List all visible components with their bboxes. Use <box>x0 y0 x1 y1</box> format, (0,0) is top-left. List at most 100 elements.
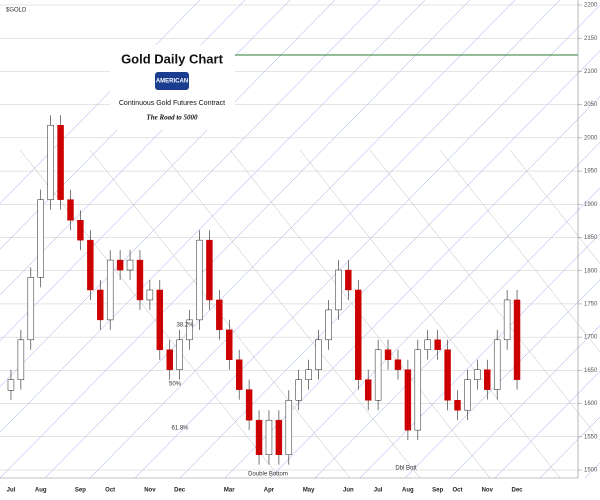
trend-line <box>299 149 561 479</box>
candle-body <box>176 339 183 370</box>
candle-body <box>503 299 511 341</box>
candle-body <box>364 379 372 401</box>
annotation: 50% <box>169 382 182 388</box>
x-tick-label: Dec <box>174 488 186 494</box>
candle-body <box>77 219 84 241</box>
trend-lines <box>0 0 600 479</box>
candle-body <box>374 349 382 401</box>
candle-body <box>315 339 322 370</box>
candle-body <box>335 269 342 311</box>
y-tick-label: 2100 <box>584 69 598 75</box>
subtitle: Continuous Gold Futures Contract <box>119 100 225 107</box>
candle-body <box>37 199 44 278</box>
logo-badge <box>155 72 189 90</box>
candle-body <box>404 369 412 431</box>
x-tick-label: May <box>303 488 315 494</box>
candle-body <box>265 419 273 455</box>
trend-line <box>369 149 600 441</box>
trend-line <box>179 50 600 479</box>
candle-body <box>97 289 104 321</box>
candle-body <box>484 369 491 390</box>
candle-body <box>47 124 54 200</box>
symbol: $GOLD <box>6 8 27 14</box>
candle-body <box>196 239 203 321</box>
tagline: The Road to 5000 <box>146 114 198 122</box>
candle-body <box>226 329 233 360</box>
candle-body <box>434 339 441 351</box>
trend-line <box>439 149 600 353</box>
candle-body <box>206 239 213 301</box>
x-tick-label: Sep <box>432 488 443 494</box>
candle-body <box>67 199 74 221</box>
candles <box>7 115 521 465</box>
annotation: Double Bottom <box>248 472 288 478</box>
trend-line <box>494 370 600 479</box>
candle-body <box>7 379 15 391</box>
trend-line <box>314 187 600 479</box>
candle-body <box>474 369 481 380</box>
x-tick-label: Oct <box>105 488 115 494</box>
x-tick-label: Mar <box>224 488 235 494</box>
y-tick-label: 1700 <box>584 335 598 341</box>
trend-line <box>449 325 600 479</box>
annotation: 61.8% <box>171 426 189 432</box>
annotation: 38.2% <box>176 323 194 329</box>
candle-body <box>126 259 134 271</box>
candle-body <box>156 289 164 351</box>
trend-line <box>134 4 600 479</box>
candle-body <box>325 309 332 341</box>
x-tick-label: Jun <box>343 488 354 494</box>
candle-body <box>245 389 253 421</box>
candle-body <box>464 379 471 411</box>
y-tick-label: 2200 <box>584 3 598 9</box>
trend-line <box>44 0 516 479</box>
x-tick-label: Dec <box>512 488 524 494</box>
x-tick-label: Oct <box>452 488 462 494</box>
y-tick-label: 2150 <box>584 36 598 42</box>
trend-line <box>159 149 421 479</box>
candle-body <box>17 339 25 380</box>
trend-line <box>0 0 381 387</box>
x-tick-label: Aug <box>402 488 414 494</box>
y-tick-label: 1650 <box>584 368 598 374</box>
y-tick-label: 1900 <box>584 202 598 208</box>
candle-body <box>255 419 263 455</box>
candle-body <box>394 359 402 370</box>
candle-body <box>305 369 312 380</box>
x-tick-label: Jul <box>374 488 383 494</box>
candle-body <box>87 239 94 291</box>
candle-body <box>345 269 352 291</box>
trend-line <box>0 0 336 342</box>
candle-body <box>57 124 64 200</box>
logo: AMERICAN <box>156 79 188 85</box>
candle-body <box>166 349 173 370</box>
trend-line <box>224 96 600 479</box>
x-tick-label: Sep <box>75 488 86 494</box>
candle-body <box>116 259 124 271</box>
y-tick-label: 2000 <box>584 135 598 141</box>
candle-body <box>285 400 293 455</box>
candle-body <box>27 277 35 341</box>
x-tick-label: Nov <box>144 488 156 494</box>
trend-line <box>19 149 281 479</box>
candle-body <box>235 359 243 390</box>
candle-body <box>216 299 223 331</box>
candle-body <box>106 259 114 321</box>
candle-body <box>146 289 154 301</box>
candle-body <box>444 349 451 401</box>
y-tick-label: 1550 <box>584 434 598 440</box>
trend-line <box>359 233 600 479</box>
y-tick-label: 1500 <box>584 468 598 474</box>
y-tick-label: 1600 <box>584 401 598 407</box>
candle-body <box>186 319 193 341</box>
trend-line <box>89 0 561 479</box>
x-tick-label: Apr <box>264 488 275 494</box>
x-tick-label: Nov <box>482 488 494 494</box>
candle-body <box>414 349 422 431</box>
y-tick-label: 1950 <box>584 169 598 175</box>
trend-line <box>404 279 600 479</box>
y-tick-label: 2050 <box>584 102 598 108</box>
